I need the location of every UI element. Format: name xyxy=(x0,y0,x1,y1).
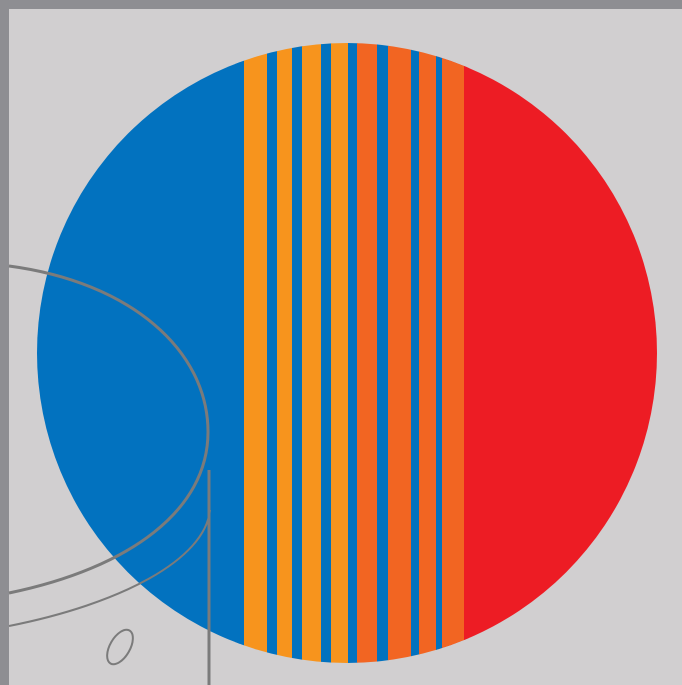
stripe-red xyxy=(464,43,469,663)
stripe-blue xyxy=(321,43,332,663)
stripe-light-orange xyxy=(302,43,322,663)
stripe-dark-orange xyxy=(357,43,378,663)
stripe-dark-orange xyxy=(442,43,465,663)
inner-ellipse-curve xyxy=(8,509,211,627)
small-oval xyxy=(106,628,134,666)
stripe-blue xyxy=(348,43,358,663)
stripe-blue xyxy=(235,43,245,663)
stripe-dark-orange xyxy=(388,43,412,663)
stripe-dark-orange xyxy=(419,43,437,663)
outline-curves xyxy=(8,264,211,685)
stripe-blue xyxy=(267,43,278,663)
stripe-blue xyxy=(292,43,303,663)
outer-ellipse-curve xyxy=(8,264,210,595)
stripe-blue xyxy=(436,43,443,663)
stripe-blue xyxy=(377,43,389,663)
stripe-light-orange xyxy=(331,43,349,663)
stripe-light-orange xyxy=(244,43,268,663)
vertical-stripes xyxy=(235,43,469,663)
stripe-light-orange xyxy=(277,43,293,663)
stripe-blue xyxy=(411,43,420,663)
